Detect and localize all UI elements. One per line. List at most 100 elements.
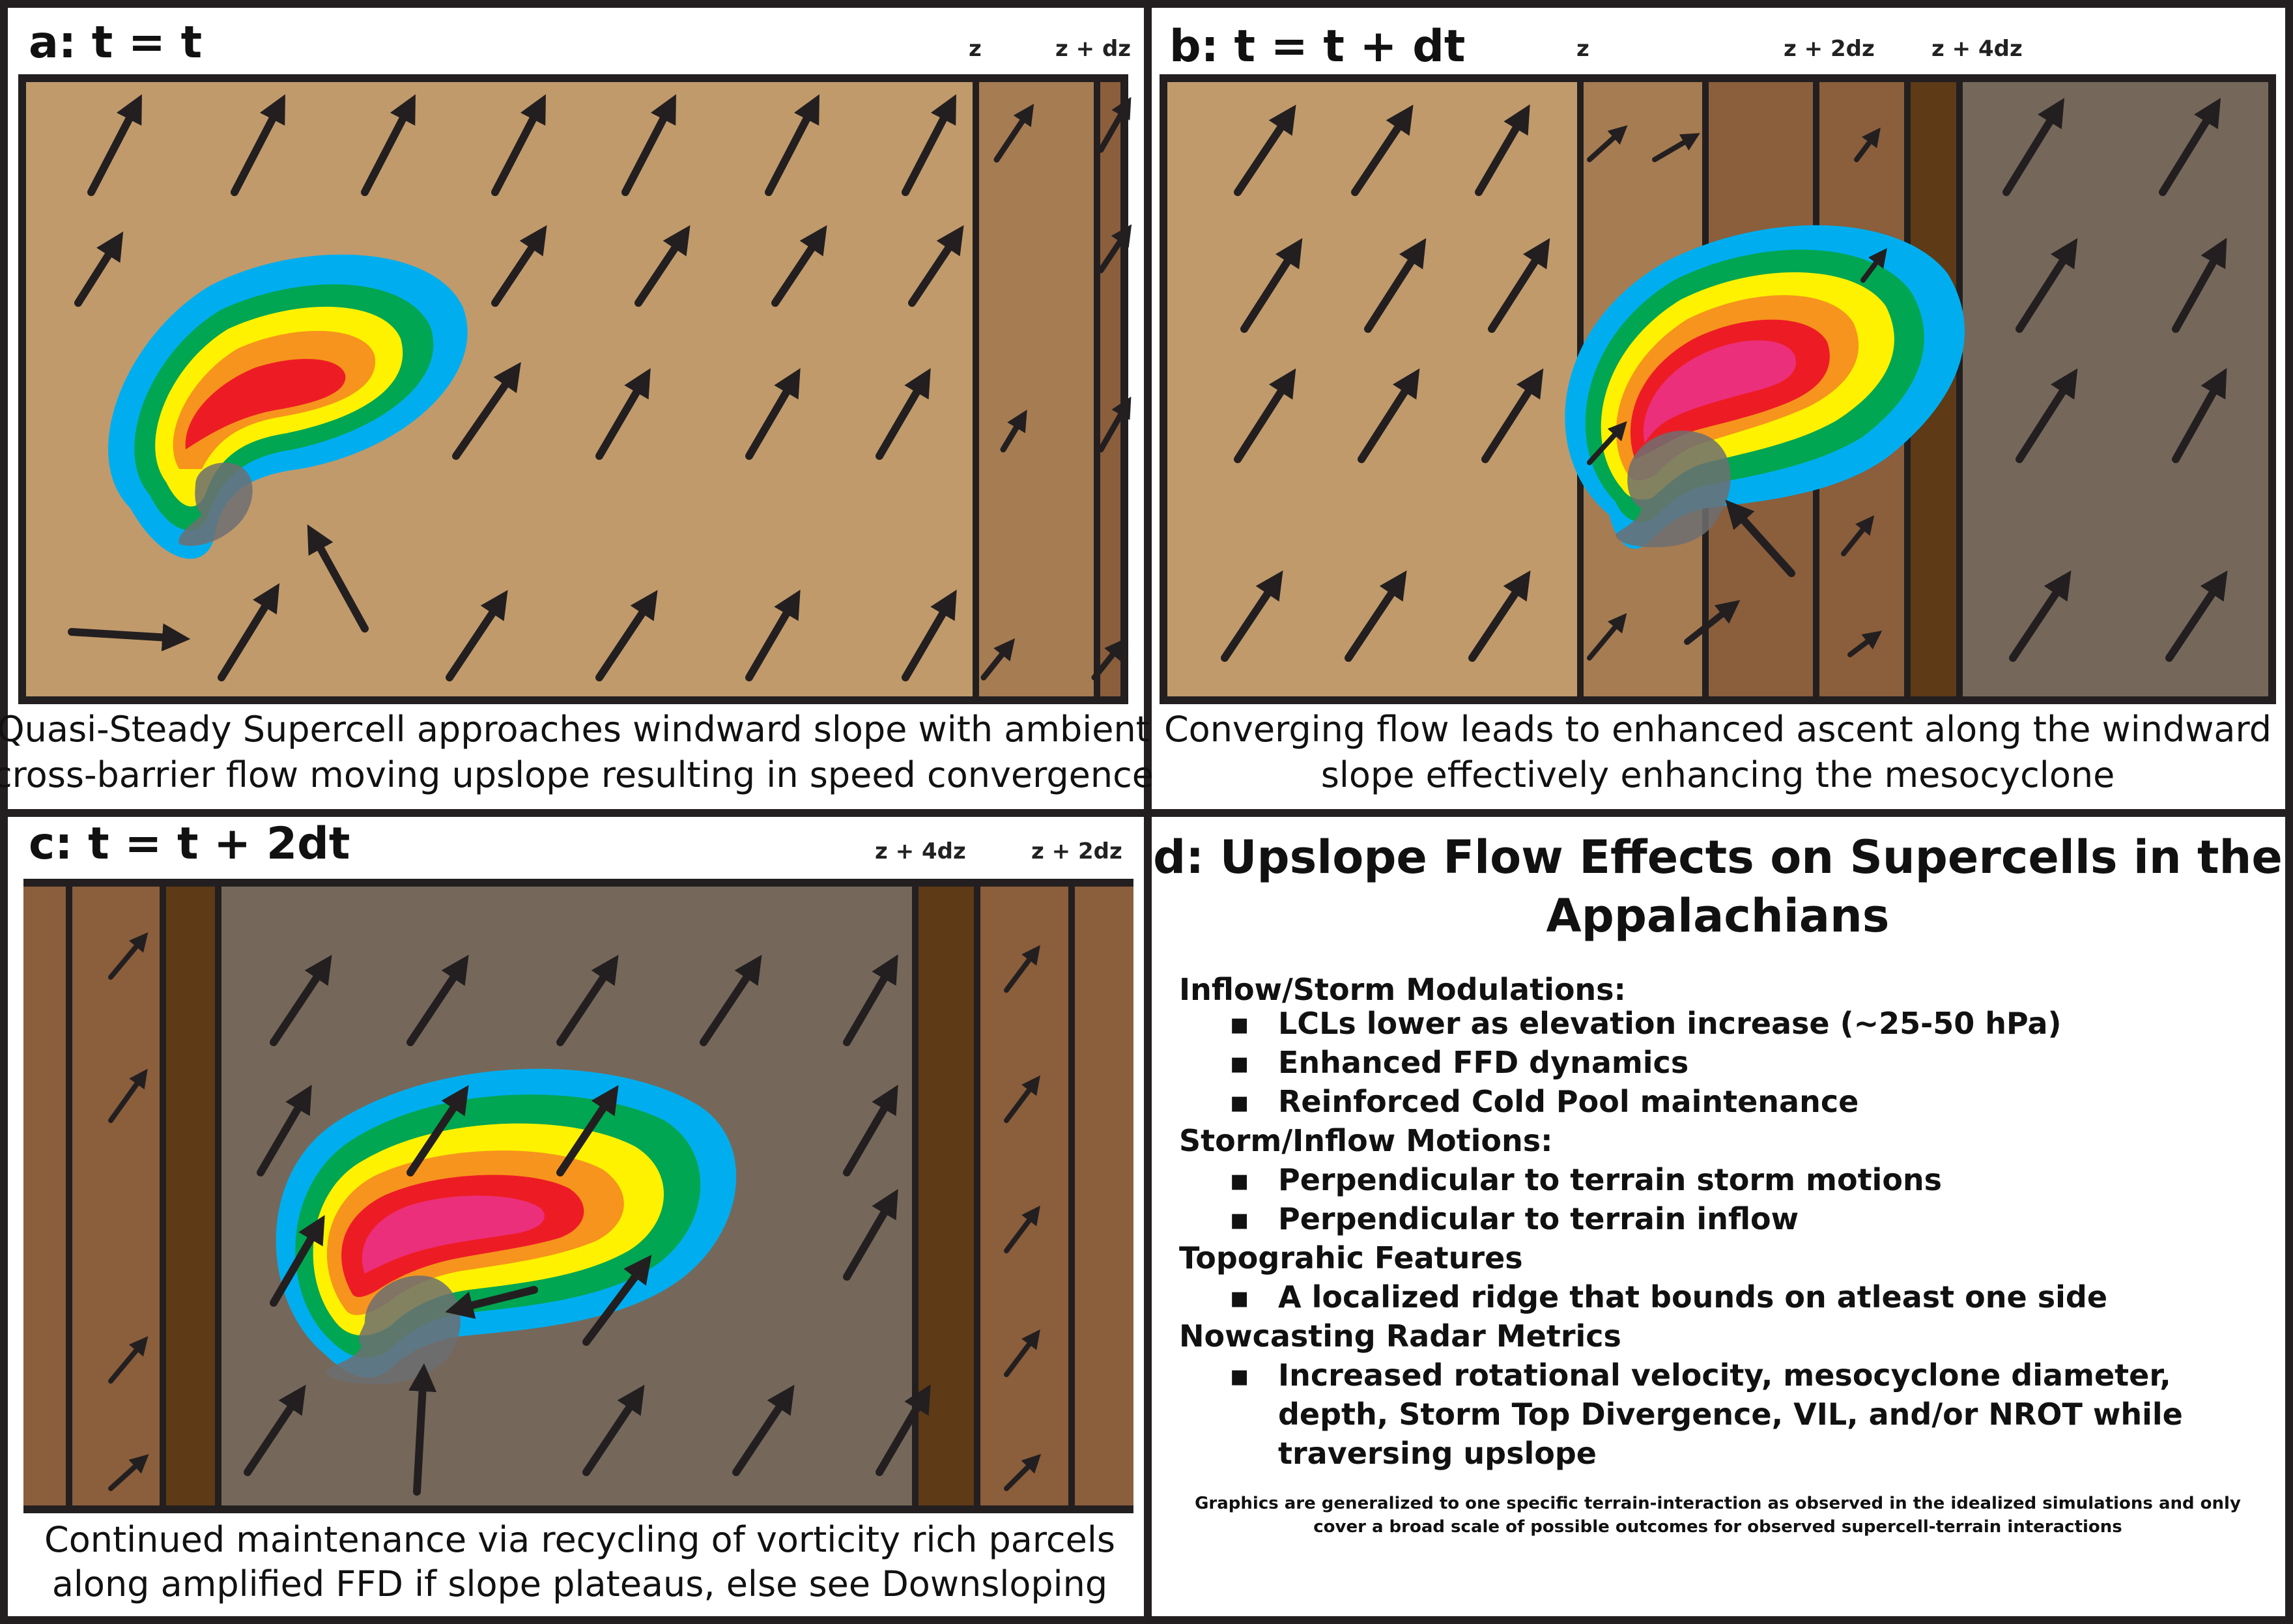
- flow-arrow-icon: [257, 1085, 312, 1176]
- flow-arrow-icon: [732, 1384, 795, 1476]
- flow-arrow-icon: [1004, 1075, 1040, 1123]
- flow-arrow-icon: [108, 932, 149, 980]
- flow-arrow-icon: [270, 954, 332, 1046]
- flow-arrow-icon: [1004, 1205, 1040, 1253]
- flow-arrow-icon: [2015, 368, 2078, 463]
- flow-arrow-icon: [1004, 1453, 1042, 1491]
- flow-arrow-icon: [1098, 224, 1132, 274]
- flow-arrow-icon: [307, 524, 369, 633]
- flow-arrow-icon: [876, 368, 931, 460]
- flow-arrow-icon: [270, 1215, 325, 1307]
- panel-b-z-label-2: z + 2dz: [1784, 36, 1875, 62]
- flow-arrow-icon: [556, 1085, 619, 1176]
- panel-b-z-label-3: z + 4dz: [1931, 36, 2023, 62]
- flow-arrow-icon: [2015, 238, 2078, 333]
- flow-arrow-icon: [452, 362, 521, 460]
- flow-arrow-icon: [1345, 570, 1407, 662]
- flow-arrow-icon: [1098, 96, 1132, 153]
- flow-arrow-icon: [108, 1068, 148, 1123]
- flow-arrow-icon: [445, 1286, 538, 1319]
- section-title: Inflow/Storm Modulations:: [1179, 972, 1626, 1007]
- flow-arrow-icon: [1091, 638, 1126, 681]
- flow-arrow-icon: [745, 590, 801, 681]
- panel-a-caption-line-1: Quasi-Steady Supercell approaches windwa…: [0, 709, 1150, 750]
- flow-arrow-icon: [1652, 133, 1700, 162]
- list-item: LCLs lower as elevation increase (~25-50…: [1278, 1006, 2062, 1041]
- flow-arrow-icon: [1854, 127, 1881, 162]
- flow-arrow-icon: [406, 1085, 469, 1176]
- panel-b-caption-line-2: slope effectively enhancing the mesocycl…: [1321, 754, 2115, 795]
- section-title: Nowcasting Radar Metrics: [1179, 1318, 1621, 1354]
- panel-d-footnote-line-1: Graphics are generalized to one specific…: [1195, 1494, 2241, 1513]
- flow-arrow-icon: [244, 1384, 306, 1476]
- flow-arrow-icon: [231, 94, 285, 196]
- panel-a-storm-reflectivity: [108, 254, 468, 559]
- flow-arrow-icon: [902, 590, 957, 681]
- flow-arrow-icon: [621, 94, 676, 196]
- flow-arrow-icon: [765, 94, 819, 196]
- panel-c-title: c: t = t + 2dt: [29, 818, 350, 870]
- flow-arrow-icon: [1684, 600, 1741, 645]
- flow-arrow-icon: [406, 954, 469, 1046]
- panel-d-section-motions: Storm/Inflow Motions: ▪ Perpendicular to…: [1179, 1123, 1942, 1236]
- flow-arrow-icon: [595, 590, 658, 681]
- section-title: Storm/Inflow Motions:: [1179, 1123, 1552, 1158]
- panel-c-caption-line-1: Continued maintenance via recycling of v…: [44, 1519, 1115, 1560]
- bullet-icon: ▪: [1229, 1006, 1249, 1041]
- flow-arrow-icon: [2172, 237, 2227, 333]
- panel-c-flow-arrows: [108, 932, 1042, 1496]
- list-item: depth, Storm Top Divergence, VIL, and/or…: [1278, 1397, 2183, 1432]
- flow-arrow-icon: [491, 225, 547, 307]
- flow-arrow-icon: [745, 368, 801, 460]
- flow-arrow-icon: [1468, 570, 1531, 662]
- panel-a-z-label-2: z + dz: [1055, 36, 1131, 62]
- panel-c: c: t = t + 2dt z + 4dz z + 2dz: [23, 818, 1133, 1604]
- panel-a-caption-line-2: cross-barrier flow moving upslope result…: [0, 754, 1154, 795]
- bullet-icon: ▪: [1229, 1162, 1249, 1197]
- flow-arrow-icon: [1351, 104, 1414, 196]
- flow-arrow-icon: [87, 94, 142, 196]
- bullet-icon: ▪: [1229, 1201, 1249, 1236]
- panel-d-section-nowcasting: Nowcasting Radar Metrics ▪ Increased rot…: [1179, 1318, 2183, 1471]
- panel-a-flow-arrows: [68, 94, 1132, 681]
- panel-d-heading-line-1: d: Upslope Flow Effects on Supercells in…: [1153, 831, 2283, 884]
- flow-arrow-icon: [1358, 368, 1420, 463]
- flow-arrow-icon: [595, 368, 651, 460]
- flow-arrow-icon: [1004, 945, 1040, 993]
- panel-b-z-label-1: z: [1576, 36, 1589, 62]
- flow-arrow-icon: [634, 225, 691, 307]
- bullet-icon: ▪: [1229, 1279, 1249, 1315]
- flow-arrow-icon: [843, 954, 898, 1046]
- panel-c-z-label-1: z + 4dz: [875, 838, 966, 864]
- panel-b-title: b: t = t + dt: [1169, 21, 1465, 72]
- flow-arrow-icon: [771, 225, 827, 307]
- flow-arrow-icon: [1364, 238, 1427, 333]
- bullet-icon: ▪: [1229, 1084, 1249, 1119]
- panel-c-terrain: [23, 879, 1133, 1513]
- flow-arrow-icon: [993, 104, 1034, 163]
- flow-arrow-icon: [1481, 368, 1544, 463]
- flow-arrow-icon: [2165, 570, 2228, 662]
- flow-arrow-icon: [1587, 125, 1628, 162]
- panel-c-z-label-2: z + 2dz: [1031, 838, 1122, 864]
- list-item: Perpendicular to terrain inflow: [1278, 1201, 1799, 1236]
- flow-arrow-icon: [74, 231, 124, 307]
- flow-arrow-icon: [876, 1384, 931, 1476]
- flow-arrow-icon: [980, 638, 1016, 681]
- bullet-icon: ▪: [1229, 1045, 1249, 1080]
- flow-arrow-icon: [1725, 500, 1795, 577]
- flow-arrow-icon: [1221, 570, 1283, 662]
- bullet-icon: ▪: [1229, 1358, 1249, 1393]
- panel-d-section-topographic: Topograhic Features ▪ A localized ridge …: [1179, 1240, 2107, 1315]
- flow-arrow-icon: [843, 1085, 898, 1176]
- flow-arrow-icon: [1475, 104, 1530, 196]
- flow-arrow-icon: [1234, 104, 1296, 196]
- flow-arrow-icon: [68, 623, 191, 651]
- panel-b-caption-line-1: Converging flow leads to enhanced ascent…: [1164, 709, 2272, 750]
- flow-arrow-icon: [700, 954, 762, 1046]
- flow-arrow-icon: [361, 94, 416, 196]
- list-item: Perpendicular to terrain storm motions: [1278, 1162, 1942, 1197]
- panel-d-section-inflow-storm: Inflow/Storm Modulations: ▪ LCLs lower a…: [1179, 972, 2062, 1119]
- flow-arrow-icon: [218, 583, 280, 681]
